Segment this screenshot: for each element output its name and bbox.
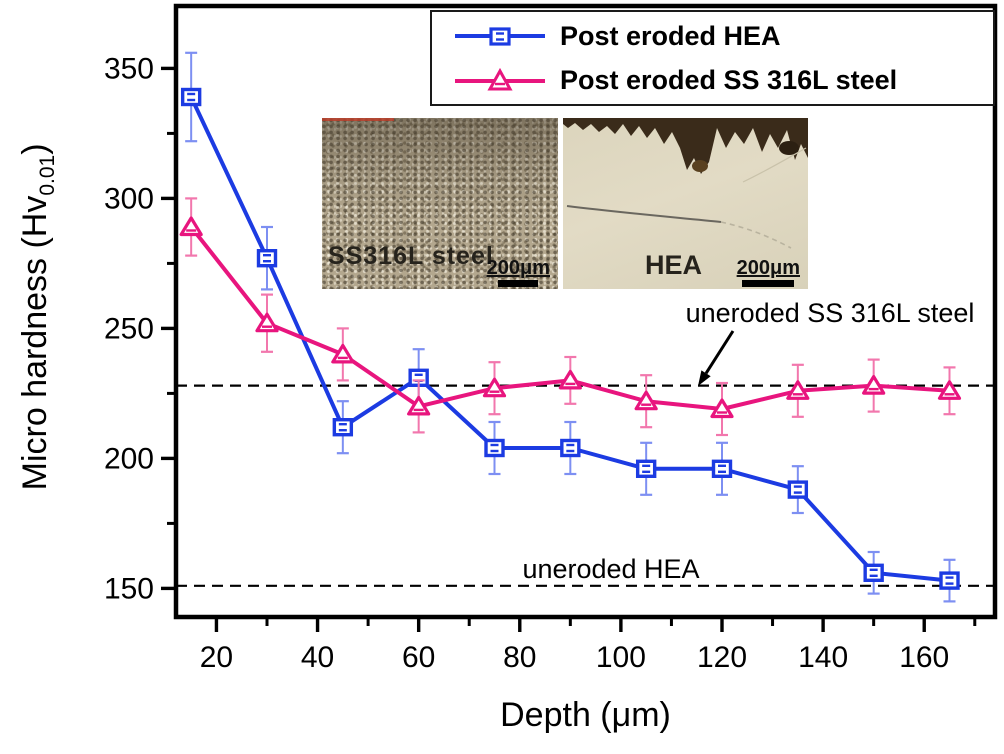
legend-marker-triangle-icon [455,67,545,91]
y-axis-title: Micro hardness (Hv0.01) [16,67,60,567]
x-axis-title: Depth (μm) [176,696,995,735]
x-tick-label: 160 [899,641,949,674]
micrograph-ss316l-top-edge [322,118,394,121]
micrograph-hea-scalebar: 200μm [737,258,800,287]
y-axis-title-subscript: 0.01 [35,154,59,196]
micrograph-hea-surface-icon [563,118,808,249]
legend: Post eroded HEA Post eroded SS 316L stee… [430,10,995,106]
plot-border [173,3,998,620]
scalebar-bar-icon [498,280,539,287]
series-markers-0 [180,87,960,590]
legend-item-hea: Post eroded HEA [452,15,993,57]
y-tick-label: 300 [104,182,154,215]
x-tick-label: 140 [798,641,848,674]
annotation-0: uneroded SS 316L steel [686,298,975,328]
scalebar-text: 200μm [486,257,550,279]
x-tick-label: 80 [503,641,536,674]
x-tick-label: 40 [301,641,334,674]
x-tick-label: 100 [596,641,646,674]
reference-lines: uneroded SS 316L steel uneroded HEA [176,298,995,587]
y-tick-label: 200 [104,442,154,475]
y-tick-label: 350 [104,52,154,85]
legend-label-hea: Post eroded HEA [560,20,781,51]
legend-item-ss316l: Post eroded SS 316L steel [452,59,993,101]
y-tick-label: 250 [104,312,154,345]
scalebar-bar-icon [742,280,795,287]
x-axis-title-text: Depth (μm) [500,696,671,734]
x-tick-label: 20 [200,641,233,674]
y-tick-label: 150 [104,572,154,605]
annotation-arrowhead-icon [698,370,711,386]
annotation-1: uneroded HEA [522,554,699,584]
series-markers-1 [179,216,962,419]
axis-ticks: 20 40 60 80 100 120 140 160 150 200 250 300 350 [104,52,977,674]
micrograph-ss316l: SS316L steel 200μm [322,118,558,289]
micrograph-hea: HEA 200μm [563,118,808,289]
annotation-arrow [704,330,735,375]
scalebar-text: 200μm [736,257,800,279]
y-axis-title-close: ) [16,143,55,155]
y-axis-title-main: Micro hardness (Hv [16,195,55,491]
legend-marker-square-icon [455,27,545,46]
x-tick-label: 60 [402,641,435,674]
micrograph-ss316l-scalebar: 200μm [487,258,550,287]
micrograph-hea-label: HEA [645,250,703,280]
micrograph-ss316l-label: SS316L steel [328,242,494,270]
x-tick-label: 120 [697,641,747,674]
legend-label-ss316l: Post eroded SS 316L steel [560,64,898,95]
